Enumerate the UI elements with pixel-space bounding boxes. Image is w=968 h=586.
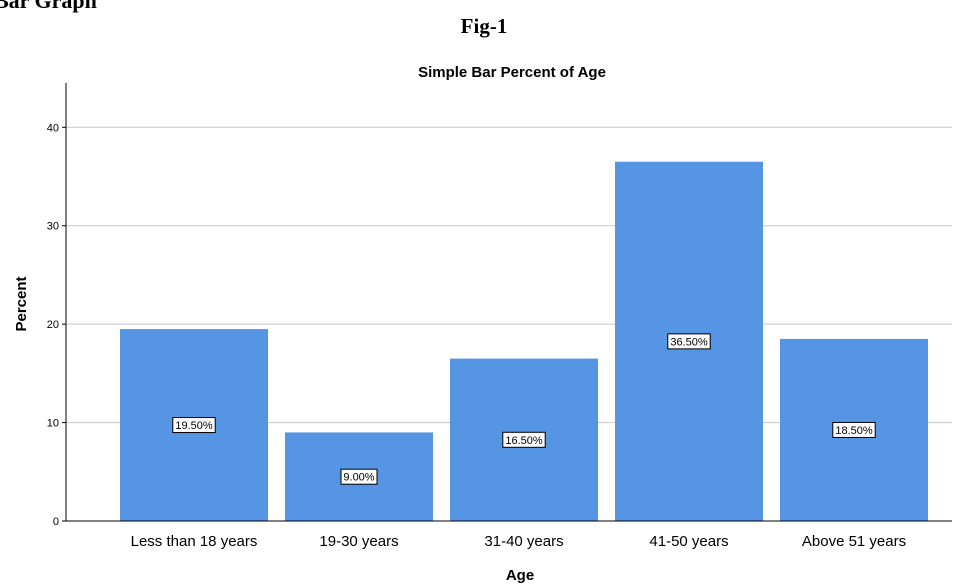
data-label: 36.50% xyxy=(670,336,708,348)
x-tick-label: 31-40 years xyxy=(484,533,563,550)
x-tick-label: 19-30 years xyxy=(319,533,398,550)
y-tick-label: 10 xyxy=(47,418,59,430)
x-axis-title: Age xyxy=(506,567,534,584)
x-tick-label: Less than 18 years xyxy=(131,533,258,550)
data-label: 19.50% xyxy=(175,420,213,432)
data-label-box xyxy=(172,417,216,434)
data-label-box xyxy=(832,421,876,438)
figure-label: Fig-1 xyxy=(460,14,508,38)
axes: 0 10 20 30 40 xyxy=(47,83,952,528)
y-tick-label: 30 xyxy=(47,221,59,233)
y-tick-label: 40 xyxy=(47,122,59,134)
document-heading: Bar Graph xyxy=(0,0,97,13)
y-axis-title: Percent xyxy=(13,276,30,331)
data-labels: Less than 18 years 19.50% 19-30 years 9.00%… xyxy=(131,333,906,550)
bars xyxy=(120,161,928,521)
data-label-box xyxy=(340,468,378,485)
chart-title: Simple Bar Percent of Age xyxy=(418,64,606,81)
y-tick-label: 20 xyxy=(47,319,59,331)
x-tick-label: 41-50 years xyxy=(649,533,728,550)
data-label: 9.00% xyxy=(343,472,374,484)
y-tick-label: 0 xyxy=(53,516,59,528)
data-label: 16.50% xyxy=(505,435,543,447)
data-label: 18.50% xyxy=(835,425,873,437)
data-label-box xyxy=(667,333,711,350)
data-label-box xyxy=(502,431,546,448)
x-tick-label: Above 51 years xyxy=(802,533,906,550)
